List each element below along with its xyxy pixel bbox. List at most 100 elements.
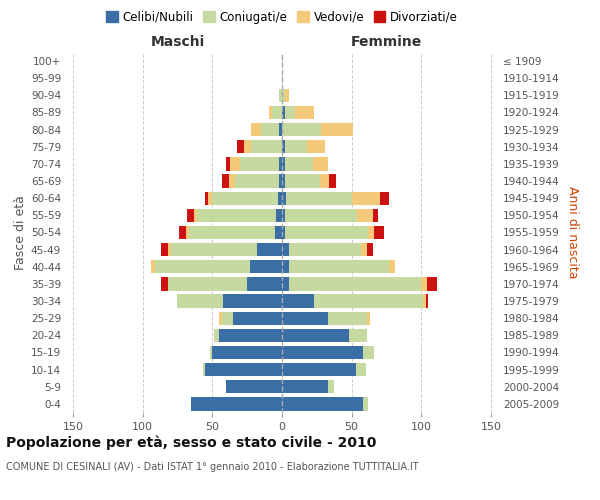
- Bar: [282, 346, 363, 359]
- Bar: [272, 106, 282, 119]
- Legend: Celibi/Nubili, Coniugati/e, Vedovi/e, Divorziati/e: Celibi/Nubili, Coniugati/e, Vedovi/e, Di…: [101, 6, 463, 28]
- Bar: [197, 208, 277, 222]
- Bar: [425, 294, 428, 308]
- Text: Femmine: Femmine: [351, 35, 422, 49]
- Bar: [282, 192, 286, 205]
- Bar: [229, 174, 235, 188]
- Bar: [367, 243, 373, 256]
- Bar: [352, 192, 380, 205]
- Bar: [187, 208, 194, 222]
- Bar: [222, 174, 229, 188]
- Bar: [307, 140, 325, 153]
- Bar: [250, 260, 282, 274]
- Bar: [178, 294, 223, 308]
- Bar: [212, 192, 278, 205]
- Bar: [208, 192, 212, 205]
- Bar: [356, 363, 365, 376]
- Bar: [240, 157, 279, 170]
- Bar: [168, 243, 170, 256]
- Bar: [209, 346, 212, 359]
- Bar: [282, 363, 356, 376]
- Bar: [279, 123, 282, 136]
- Bar: [285, 157, 313, 170]
- Bar: [285, 208, 357, 222]
- Bar: [170, 243, 257, 256]
- Bar: [244, 140, 251, 153]
- Y-axis label: Fasce di età: Fasce di età: [14, 195, 27, 270]
- Bar: [380, 192, 389, 205]
- Bar: [275, 226, 282, 239]
- Bar: [285, 106, 295, 119]
- Bar: [282, 294, 314, 308]
- Bar: [230, 157, 240, 170]
- Bar: [282, 123, 321, 136]
- Bar: [277, 208, 282, 222]
- Bar: [427, 277, 437, 290]
- Bar: [361, 243, 367, 256]
- Bar: [251, 140, 282, 153]
- Bar: [286, 192, 352, 205]
- Bar: [205, 192, 208, 205]
- Bar: [205, 363, 282, 376]
- Bar: [279, 174, 282, 188]
- Bar: [203, 363, 205, 376]
- Bar: [282, 208, 285, 222]
- Bar: [191, 397, 282, 410]
- Bar: [289, 277, 421, 290]
- Bar: [282, 88, 285, 102]
- Bar: [282, 140, 285, 153]
- Bar: [151, 260, 155, 274]
- Bar: [223, 294, 282, 308]
- Bar: [226, 157, 230, 170]
- Bar: [222, 312, 233, 325]
- Bar: [282, 106, 285, 119]
- Bar: [357, 208, 373, 222]
- Bar: [251, 123, 261, 136]
- Bar: [363, 397, 368, 410]
- Bar: [282, 328, 349, 342]
- Bar: [295, 106, 314, 119]
- Bar: [363, 346, 374, 359]
- Bar: [423, 294, 425, 308]
- Bar: [161, 277, 168, 290]
- Bar: [421, 277, 427, 290]
- Bar: [238, 140, 244, 153]
- Bar: [188, 226, 275, 239]
- Bar: [155, 260, 250, 274]
- Bar: [282, 174, 285, 188]
- Bar: [235, 174, 279, 188]
- Text: Popolazione per età, sesso e stato civile - 2010: Popolazione per età, sesso e stato civil…: [6, 435, 376, 450]
- Bar: [247, 277, 282, 290]
- Bar: [194, 208, 197, 222]
- Bar: [289, 243, 361, 256]
- Bar: [282, 312, 328, 325]
- Bar: [168, 277, 247, 290]
- Bar: [261, 123, 279, 136]
- Bar: [279, 157, 282, 170]
- Bar: [285, 174, 320, 188]
- Bar: [179, 226, 186, 239]
- Bar: [329, 174, 337, 188]
- Bar: [282, 380, 328, 394]
- Bar: [367, 312, 370, 325]
- Bar: [278, 192, 282, 205]
- Bar: [321, 123, 353, 136]
- Bar: [282, 157, 285, 170]
- Bar: [161, 243, 168, 256]
- Y-axis label: Anni di nascita: Anni di nascita: [566, 186, 579, 279]
- Bar: [282, 260, 289, 274]
- Bar: [219, 328, 282, 342]
- Bar: [320, 174, 329, 188]
- Bar: [349, 328, 367, 342]
- Bar: [285, 140, 307, 153]
- Bar: [269, 106, 272, 119]
- Bar: [226, 380, 282, 394]
- Bar: [214, 328, 219, 342]
- Bar: [257, 243, 282, 256]
- Bar: [328, 380, 334, 394]
- Bar: [389, 260, 395, 274]
- Bar: [282, 243, 289, 256]
- Bar: [285, 88, 289, 102]
- Bar: [282, 277, 289, 290]
- Bar: [328, 312, 367, 325]
